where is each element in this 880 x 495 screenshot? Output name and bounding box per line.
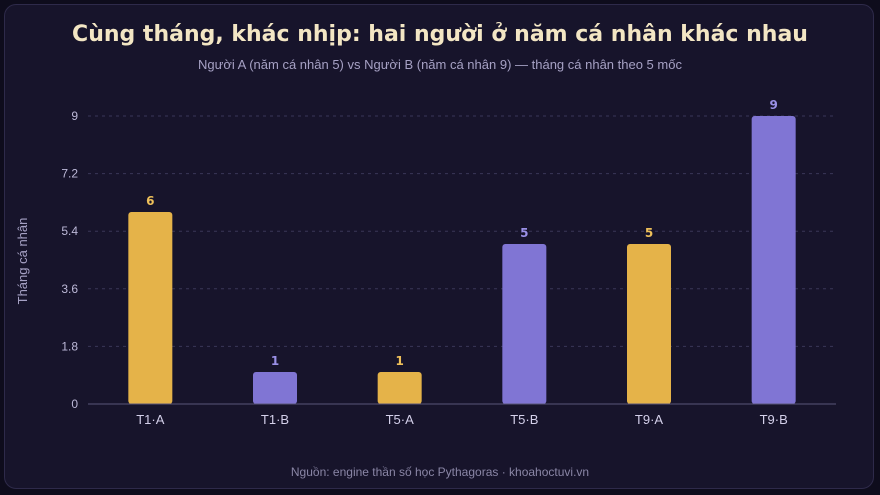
bar — [502, 244, 547, 404]
y-tick-label: 1.8 — [61, 339, 78, 353]
data-labels: 6 1 1 5 5 9 — [146, 98, 778, 368]
data-label: 6 — [146, 194, 154, 208]
chart-title: Cùng tháng, khác nhịp: hai người ở năm c… — [72, 22, 808, 47]
data-label: 1 — [395, 354, 403, 368]
x-tick-label: T1·A — [136, 412, 165, 427]
y-tick-label: 7.2 — [61, 167, 78, 181]
data-label: 5 — [645, 226, 653, 240]
data-label: 1 — [271, 354, 279, 368]
x-tick-label: T9·B — [760, 412, 788, 427]
x-tick-label: T5·B — [510, 412, 538, 427]
y-tick-label: 3.6 — [61, 282, 78, 296]
y-tick-label: 5.4 — [61, 224, 78, 238]
bars — [128, 116, 796, 404]
x-tick-label: T1·B — [261, 412, 289, 427]
bar — [377, 372, 422, 404]
x-axis-ticks: T1·A T1·B T5·A T5·B T9·A T9·B — [136, 412, 788, 427]
data-label: 9 — [769, 98, 777, 112]
bar — [253, 372, 297, 404]
bar — [751, 116, 796, 404]
bar — [128, 212, 173, 404]
grid-lines — [88, 115, 836, 347]
y-axis-label: Tháng cá nhân — [15, 218, 30, 305]
y-tick-label: 0 — [71, 397, 78, 411]
x-tick-label: T5·A — [386, 412, 415, 427]
chart-source: Nguồn: engine thần số học Pythagoras · k… — [290, 465, 590, 479]
y-tick-label: 9 — [71, 109, 78, 123]
bar — [627, 244, 671, 404]
data-label: 5 — [520, 226, 528, 240]
y-axis-ticks: 0 1.8 3.6 5.4 7.2 9 — [61, 109, 78, 411]
chart-subtitle: Người A (năm cá nhân 5) vs Người B (năm … — [198, 57, 682, 72]
x-tick-label: T9·A — [635, 412, 664, 427]
